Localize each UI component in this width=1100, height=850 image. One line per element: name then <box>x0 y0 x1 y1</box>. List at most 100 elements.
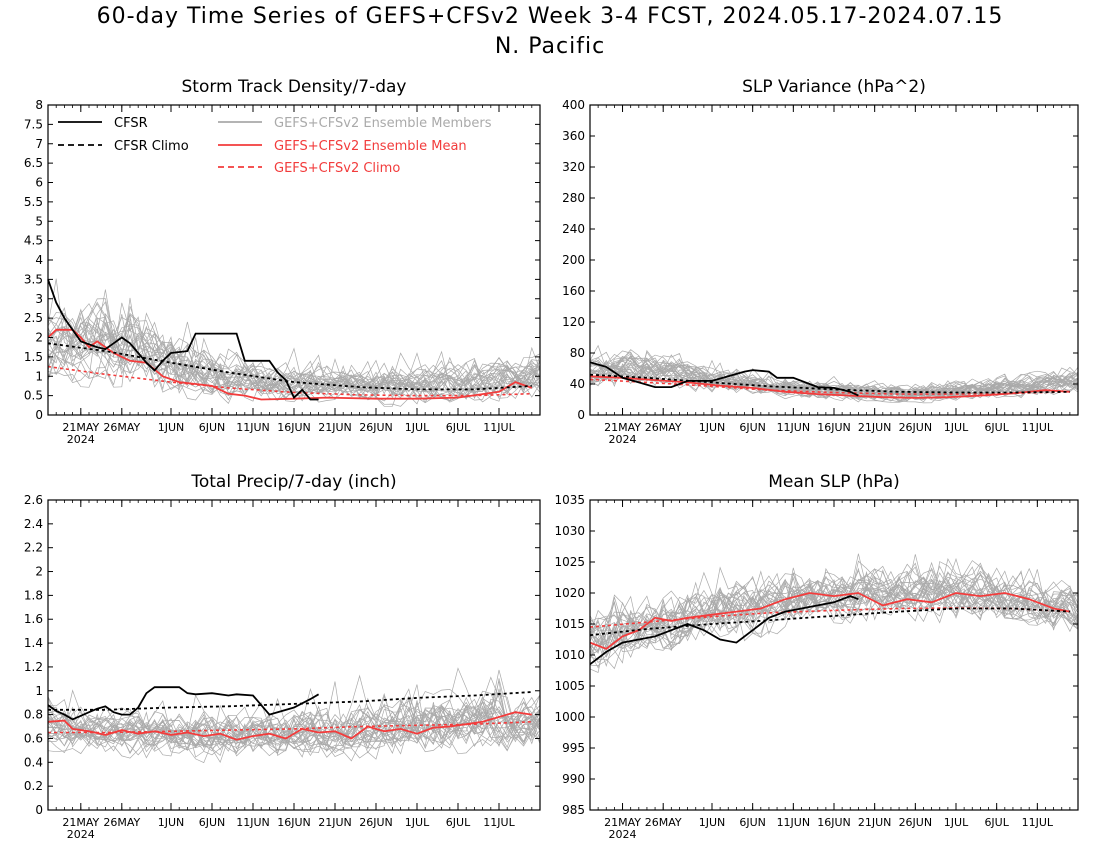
x-tick-label: 26MAY <box>103 816 140 829</box>
y-tick-label: 5.5 <box>24 195 43 209</box>
chart-slpvar: SLP Variance (hPa^2) 0 40 80 120 160 200 240 280… <box>562 77 1079 446</box>
ensemble-member-line <box>47 312 541 403</box>
y-tick-label: 120 <box>562 315 585 329</box>
ensemble-member-line <box>589 579 1079 656</box>
chart-title: SLP Variance (hPa^2) <box>742 77 926 97</box>
ensemble-member-line <box>47 314 541 400</box>
y-tick-label: 1010 <box>554 648 585 662</box>
ensemble-members <box>589 344 1079 404</box>
y-tick-label: 0.8 <box>24 708 43 722</box>
ensemble-member-line <box>47 308 541 400</box>
ensemble-member-line <box>589 566 1079 673</box>
ensemble-member-line <box>47 317 541 401</box>
x-tick-label: 6JUN <box>739 816 766 829</box>
ensemble-member-line <box>589 557 1079 652</box>
y-tick-label: 0.4 <box>24 755 43 769</box>
y-tick-label: 3 <box>35 292 43 306</box>
y-tick-label: 1 <box>35 684 43 698</box>
ensemble-member-line <box>47 676 541 759</box>
x-tick-label: 16JUN <box>277 421 311 434</box>
y-tick-label: 1020 <box>554 586 585 600</box>
legend-label-members: GEFS+CFSv2 Ensemble Members <box>274 116 492 131</box>
x-tick-label: 26JUN <box>359 816 393 829</box>
x-tick-label: 21JUN <box>858 421 892 434</box>
y-tick-label: 2.6 <box>24 493 43 507</box>
y-tick-label: 160 <box>562 284 585 298</box>
x-tick-label: 11JUN <box>777 421 811 434</box>
y-tick-label: 6.5 <box>24 156 43 170</box>
climo-model-line <box>47 365 532 397</box>
x-year-label: 2024 <box>609 828 637 841</box>
ensemble-member-line <box>47 303 541 403</box>
x-tick-label: 26JUN <box>899 816 933 829</box>
ensemble-member-line <box>47 306 541 403</box>
x-tick-label: 6JUL <box>984 816 1009 829</box>
ensemble-member-line <box>47 705 541 757</box>
ensemble-member-line <box>47 278 541 397</box>
ensemble-member-line <box>589 358 1079 403</box>
ensemble-member-line <box>47 697 541 750</box>
x-tick-label: 6JUL <box>984 421 1009 434</box>
ensemble-member-line <box>589 359 1079 400</box>
cfsr-line <box>589 595 859 666</box>
ensemble-member-line <box>589 570 1079 649</box>
y-tick-label: 3.5 <box>24 272 43 286</box>
y-tick-label: 1000 <box>554 710 585 724</box>
ensemble-member-line <box>48 704 541 759</box>
cfsr-climo-line <box>589 373 1070 394</box>
y-tick-label: 0 <box>577 408 585 422</box>
ensemble-member-line <box>589 344 1079 398</box>
climo-model-line <box>589 378 1070 395</box>
x-year-label: 2024 <box>609 433 637 446</box>
x-tick-label: 21MAY <box>604 816 641 829</box>
ensemble-member-line <box>589 563 1079 642</box>
ensemble-member-line <box>47 698 541 754</box>
x-tick-label: 11JUL <box>1022 421 1054 434</box>
ensemble-member-line <box>47 708 541 764</box>
x-tick-label: 16JUN <box>817 421 851 434</box>
figure-title: 60-day Time Series of GEFS+CFSv2 Week 3-… <box>96 4 1004 29</box>
y-tick-label: 40 <box>570 377 585 391</box>
y-tick-label: 1030 <box>554 524 585 538</box>
y-tick-label: 1.2 <box>24 660 43 674</box>
ensemble-mean-line <box>589 592 1071 650</box>
chart-storm: Storm Track Density/7-day 0 0.5 1 1.5 2 2.5 3 3.… <box>24 77 541 446</box>
ensemble-member-line <box>47 710 541 758</box>
ensemble-member-line <box>47 689 541 751</box>
y-tick-label: 5 <box>35 214 43 228</box>
x-tick-label: 11JUN <box>236 421 270 434</box>
ensemble-members <box>47 278 541 407</box>
chart-legend: CFSR CFSR Climo GEFS+CFSv2 Ensemble Member… <box>58 116 492 176</box>
x-tick-label: 21MAY <box>604 421 641 434</box>
y-tick-label: 7.5 <box>24 117 43 131</box>
legend-label-cfsr_climo: CFSR Climo <box>114 139 189 154</box>
y-tick-label: 8 <box>35 98 43 112</box>
y-tick-label: 0.6 <box>24 731 43 745</box>
ensemble-member-line <box>589 558 1079 652</box>
y-tick-label: 2 <box>35 565 43 579</box>
x-tick-label: 21MAY <box>62 421 99 434</box>
ensemble-member-line <box>47 315 541 398</box>
ensemble-mean-line <box>589 375 1070 399</box>
y-tick-label: 400 <box>562 98 585 112</box>
cfsr-climo-line <box>47 342 532 391</box>
y-tick-label: 1025 <box>554 555 585 569</box>
x-tick-label: 1JUL <box>944 421 969 434</box>
x-tick-label: 6JUL <box>446 816 471 829</box>
x-year-label: 2024 <box>67 433 95 446</box>
y-tick-label: 1015 <box>554 617 585 631</box>
x-year-label: 2024 <box>67 828 95 841</box>
y-tick-label: 2.4 <box>24 517 43 531</box>
x-tick-label: 26JUN <box>359 421 393 434</box>
y-tick-label: 2 <box>35 331 43 345</box>
y-tick-label: 0.5 <box>24 389 43 403</box>
y-tick-label: 360 <box>562 129 585 143</box>
ensemble-member-line <box>47 301 541 399</box>
y-tick-label: 0 <box>35 408 43 422</box>
x-tick-label: 6JUN <box>199 421 226 434</box>
y-tick-label: 1.5 <box>24 350 43 364</box>
ensemble-member-line <box>47 289 541 402</box>
ensemble-member-line <box>47 694 541 758</box>
y-tick-label: 985 <box>562 803 585 817</box>
